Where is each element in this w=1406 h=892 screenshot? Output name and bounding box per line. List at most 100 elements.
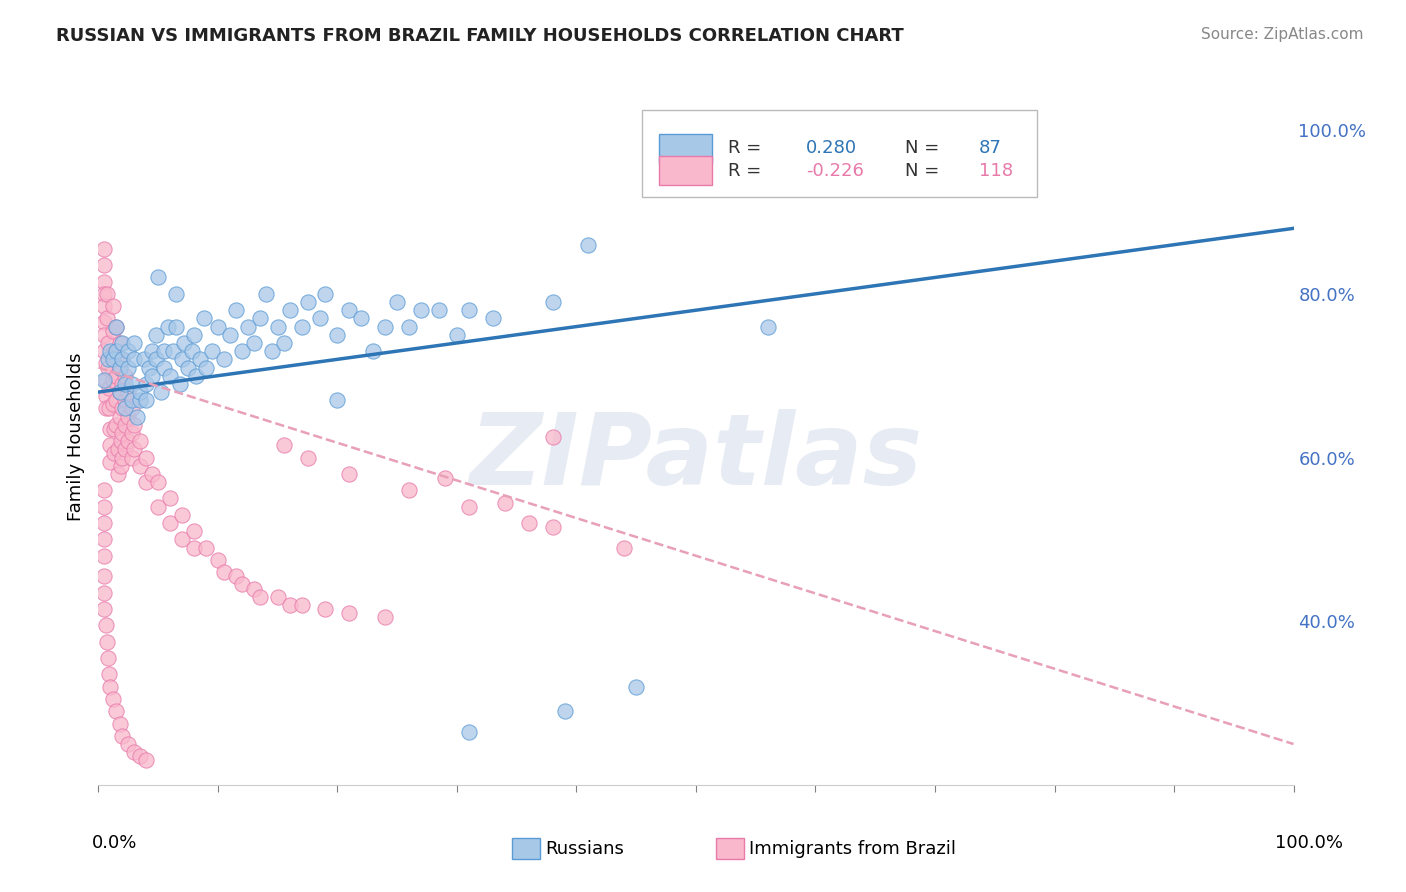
Point	[105, 393, 128, 408]
Point	[110, 434, 132, 449]
Point	[93, 533, 115, 547]
Point	[93, 275, 115, 289]
Text: 118: 118	[979, 161, 1014, 179]
Text: 0.280: 0.280	[806, 139, 858, 157]
Point	[339, 606, 361, 620]
Point	[254, 286, 277, 301]
Point	[446, 327, 468, 342]
Point	[101, 299, 124, 313]
Point	[93, 516, 115, 530]
Point	[212, 352, 235, 367]
Point	[117, 434, 139, 449]
Point	[183, 524, 205, 539]
Point	[135, 393, 157, 408]
Point	[114, 417, 136, 432]
Point	[114, 401, 136, 416]
Text: Russians: Russians	[546, 840, 624, 858]
Point	[231, 344, 253, 359]
Point	[212, 565, 235, 579]
Point	[141, 344, 163, 359]
Point	[98, 401, 121, 416]
Point	[135, 753, 157, 767]
Point	[121, 425, 143, 440]
Point	[278, 598, 301, 612]
Point	[108, 409, 131, 424]
Point	[96, 286, 118, 301]
Point	[114, 368, 136, 383]
Point	[626, 680, 648, 694]
Text: N =: N =	[905, 161, 945, 179]
Point	[613, 541, 636, 555]
Point	[110, 458, 132, 473]
Point	[93, 483, 115, 498]
Point	[578, 237, 600, 252]
Point	[145, 327, 167, 342]
Text: Source: ZipAtlas.com: Source: ZipAtlas.com	[1201, 27, 1364, 42]
Point	[554, 704, 576, 718]
Point	[117, 737, 139, 751]
Point	[98, 438, 122, 452]
Point	[98, 422, 122, 436]
FancyBboxPatch shape	[659, 156, 711, 186]
Point	[98, 455, 122, 469]
Point	[124, 335, 146, 350]
Point	[141, 368, 163, 383]
Point	[458, 500, 481, 514]
Point	[101, 373, 124, 387]
Point	[297, 450, 319, 465]
Point	[135, 376, 157, 391]
Point	[169, 376, 191, 391]
Text: N =: N =	[905, 139, 945, 157]
Point	[108, 385, 131, 400]
Point	[98, 680, 122, 694]
Point	[291, 319, 314, 334]
Point	[114, 393, 136, 408]
Point	[173, 335, 195, 350]
Point	[249, 311, 271, 326]
Point	[121, 393, 143, 408]
Point	[195, 360, 218, 375]
Point	[101, 692, 124, 706]
Point	[481, 311, 505, 326]
Point	[165, 319, 187, 334]
Point	[108, 360, 131, 375]
Point	[93, 549, 115, 563]
Point	[141, 467, 163, 481]
Text: ZIPatlas: ZIPatlas	[470, 409, 922, 507]
Point	[148, 475, 170, 489]
Point	[93, 569, 115, 583]
Point	[517, 516, 540, 530]
Point	[125, 409, 148, 424]
Point	[148, 500, 170, 514]
Point	[541, 295, 564, 310]
Text: R =: R =	[728, 161, 768, 179]
Point	[145, 352, 167, 367]
Point	[350, 311, 373, 326]
Point	[111, 729, 134, 743]
Point	[94, 356, 117, 370]
Point	[111, 450, 134, 465]
Point	[93, 299, 115, 313]
Point	[207, 553, 229, 567]
Point	[111, 352, 134, 367]
Point	[172, 533, 194, 547]
Point	[153, 344, 176, 359]
Point	[124, 442, 146, 457]
Point	[180, 344, 202, 359]
Point	[207, 319, 229, 334]
Point	[135, 475, 157, 489]
Point	[97, 335, 120, 350]
Point	[315, 286, 337, 301]
Point	[135, 450, 157, 465]
Point	[427, 303, 450, 318]
Text: 0.0%: 0.0%	[91, 834, 136, 852]
Y-axis label: Family Households: Family Households	[66, 353, 84, 521]
Point	[93, 242, 115, 256]
Point	[186, 368, 208, 383]
Point	[114, 376, 136, 391]
Point	[117, 385, 139, 400]
Point	[153, 360, 176, 375]
Point	[339, 303, 361, 318]
Point	[111, 376, 134, 391]
Point	[108, 360, 131, 375]
